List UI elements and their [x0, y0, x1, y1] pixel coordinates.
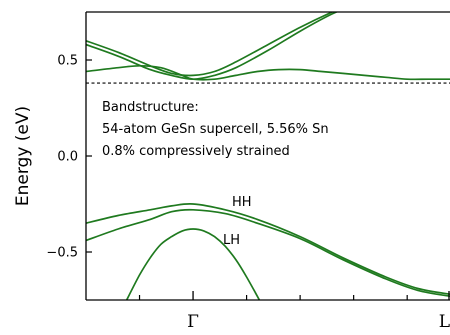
band-line-3	[86, 64, 450, 81]
y-tick-label: 0.5	[57, 54, 78, 69]
ticks-layer: 0.5 0.0 −0.5 Γ L	[46, 54, 450, 333]
hh-band-label: HH	[232, 195, 252, 210]
annotation-line-3: 0.8% compressively strained	[102, 144, 290, 159]
annotation-line-2: 54-atom GeSn supercell, 5.56% Sn	[102, 122, 329, 137]
x-kpoint-label: Γ	[187, 312, 199, 332]
y-axis-title: Energy (eV)	[13, 106, 33, 206]
annotation-line-1: Bandstructure:	[102, 100, 199, 115]
band-line-1	[86, 12, 335, 77]
x-kpoint-label: L	[439, 312, 450, 332]
y-tick-label: −0.5	[46, 246, 78, 261]
band-line-6	[125, 228, 261, 300]
band-line-5	[86, 208, 450, 298]
band-line-4	[86, 203, 450, 296]
y-tick-label: 0.0	[57, 150, 78, 165]
bands-layer	[86, 12, 450, 300]
lh-band-label: LH	[223, 233, 240, 248]
